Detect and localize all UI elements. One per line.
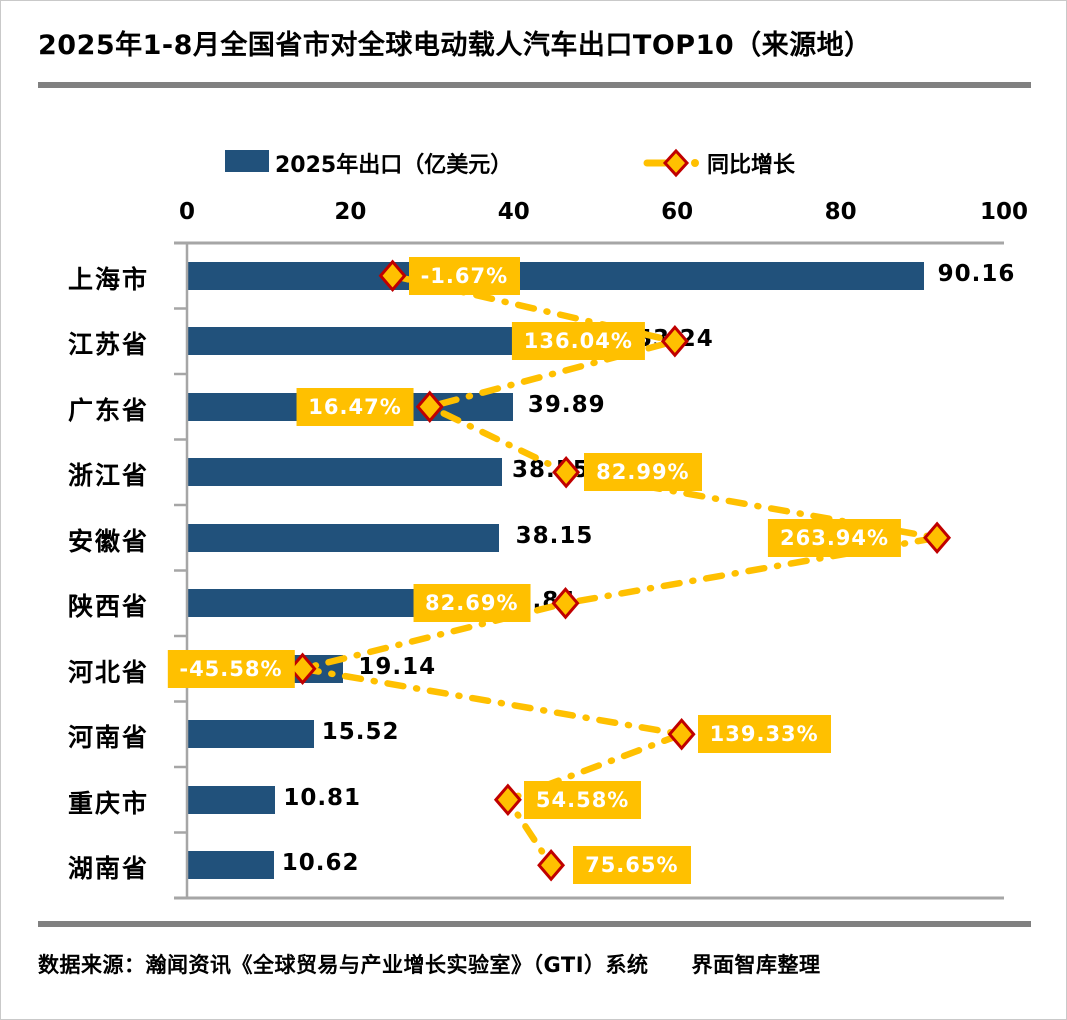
export-value-label: 19.14 [358, 653, 437, 680]
growth-value-badge: 82.69% [413, 584, 531, 623]
growth-value-badge: 82.99% [584, 453, 702, 492]
category-label: 上海市 [67, 264, 149, 294]
export-value-label: 39.89 [527, 391, 606, 418]
trend-point-diamond-icon [537, 848, 566, 882]
export-value-label: 38.15 [515, 522, 594, 549]
export-value-label: 53.24 [635, 326, 714, 353]
x-axis-tick-label: 0 [178, 199, 195, 225]
export-bar [188, 458, 502, 487]
legend-line-icon [643, 148, 699, 178]
export-bar [188, 523, 499, 552]
growth-value-badge: 75.65% [573, 846, 691, 885]
category-label: 江苏省 [67, 330, 149, 360]
category-label: 河南省 [67, 723, 149, 753]
growth-value-badge: 54.58% [523, 780, 642, 819]
growth-value-badge: 263.94% [767, 518, 902, 557]
x-axis-tick-label: 60 [661, 199, 694, 225]
trend-point-diamond-icon [493, 783, 522, 817]
export-bar [188, 261, 924, 290]
legend-line-label: 同比增长 [707, 153, 796, 178]
export-value-label: 15.52 [321, 719, 400, 746]
trend-point-diamond-icon [667, 717, 696, 751]
x-axis-tick-label: 40 [497, 199, 530, 225]
page-title: 2025年1-8月全国省市对全球电动载人汽车出口TOP10（来源地） [38, 30, 872, 61]
x-axis-tick-label: 20 [334, 199, 367, 225]
legend-bar-label: 2025年出口（亿美元） [275, 153, 513, 178]
x-axis-tick-label: 80 [824, 199, 857, 225]
category-label: 河北省 [67, 657, 149, 687]
x-axis-tick-label: 100 [979, 199, 1028, 225]
export-value-label: 90.16 [937, 260, 1016, 287]
category-label: 陕西省 [67, 592, 149, 622]
category-label: 广东省 [67, 395, 149, 425]
growth-value-badge: 16.47% [296, 387, 414, 426]
export-bar [188, 851, 274, 880]
trend-line [299, 272, 941, 869]
export-value-label: 10.62 [281, 850, 360, 877]
title-divider [38, 82, 1031, 88]
trend-point-diamond-icon [923, 521, 952, 555]
export-bar [188, 785, 276, 814]
category-label: 浙江省 [67, 461, 149, 491]
export-value-label: 10.81 [283, 784, 362, 811]
export-value-label: 38.55 [511, 457, 590, 484]
growth-value-badge: -1.67% [408, 256, 521, 295]
category-label: 安徽省 [67, 526, 149, 556]
growth-value-badge: 136.04% [511, 322, 645, 361]
source-note: 数据来源：瀚闻资讯《全球贸易与产业增长实验室》（GTI）系统 界面智库整理 [38, 953, 821, 977]
category-label: 重庆市 [67, 788, 149, 818]
export-bar [188, 720, 314, 749]
footer-divider [38, 921, 1031, 927]
legend-bar-swatch [225, 150, 269, 172]
growth-value-badge: -45.58% [167, 649, 295, 688]
growth-value-badge: 139.33% [697, 715, 831, 754]
category-label: 湖南省 [67, 854, 149, 884]
